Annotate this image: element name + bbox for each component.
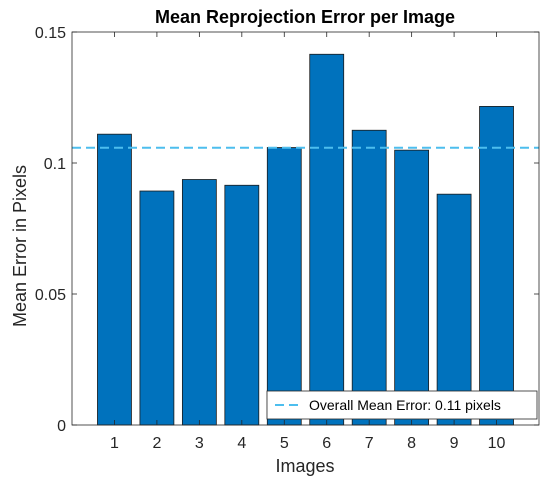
x-tick-label: 10 [488, 435, 506, 452]
x-tick-label: 4 [237, 435, 246, 452]
x-tick-label: 9 [450, 435, 459, 452]
x-tick-label: 6 [322, 435, 331, 452]
bars-group [97, 53, 514, 426]
x-tick-label: 3 [195, 435, 204, 452]
y-tick-label: 0.1 [44, 156, 66, 173]
x-tick-label: 1 [110, 435, 119, 452]
bar-7 [351, 129, 387, 426]
axes-group: 0 0.05 0.1 0.15 1 2 3 4 5 6 7 8 9 10 [35, 25, 540, 452]
x-tick-label: 2 [152, 435, 161, 452]
chart-title: Mean Reprojection Error per Image [155, 7, 455, 27]
bar-8 [394, 149, 430, 426]
bar-9 [436, 193, 472, 426]
bar-4 [224, 184, 260, 426]
bar-10 [479, 106, 514, 426]
y-tick-label: 0.05 [35, 287, 66, 304]
x-tick-label: 5 [280, 435, 289, 452]
legend: Overall Mean Error: 0.11 pixels [266, 390, 538, 420]
legend-label: Overall Mean Error: 0.11 pixels [309, 397, 501, 413]
y-axis-label: Mean Error in Pixels [10, 165, 30, 327]
bar-2 [139, 190, 175, 426]
bar-3 [181, 179, 217, 426]
bar-5 [266, 147, 302, 426]
x-tick-label: 7 [365, 435, 374, 452]
bar-6 [309, 53, 345, 426]
x-tick-label: 8 [407, 435, 416, 452]
bar-1 [97, 133, 132, 426]
y-tick-label: 0 [57, 418, 66, 435]
plot-box [71, 31, 540, 426]
legend-box [266, 390, 538, 420]
y-tick-label: 0.15 [35, 25, 66, 42]
x-axis-label: Images [275, 456, 334, 476]
